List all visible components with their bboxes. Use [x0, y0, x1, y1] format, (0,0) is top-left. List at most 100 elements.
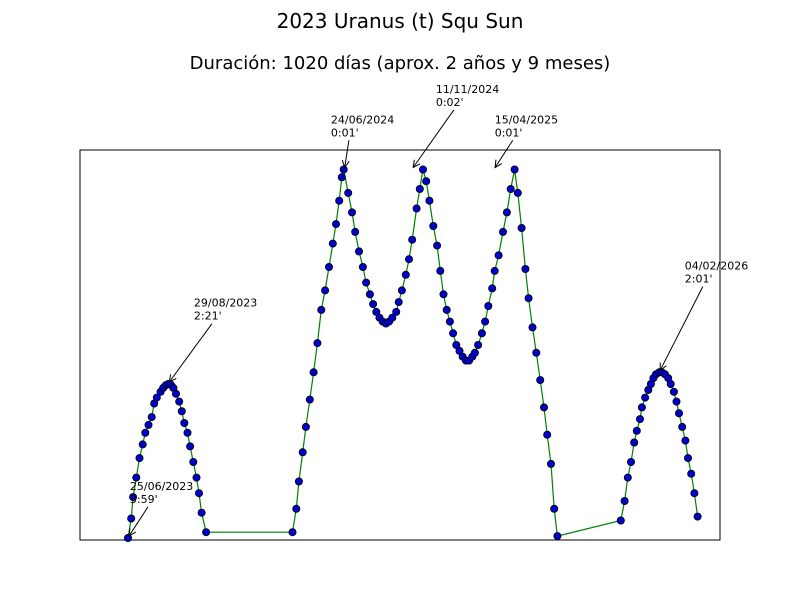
data-point-113 — [637, 403, 646, 412]
data-point-29 — [292, 504, 301, 513]
data-point-130 — [687, 469, 696, 478]
data-point-123 — [666, 379, 675, 388]
data-point-96 — [521, 264, 530, 273]
data-point-100 — [536, 376, 545, 385]
data-point-58 — [392, 307, 401, 316]
data-point-67 — [422, 177, 431, 186]
data-point-93 — [510, 165, 519, 174]
data-point-83 — [474, 340, 483, 349]
data-point-66 — [418, 165, 427, 174]
data-point-57 — [388, 313, 397, 322]
annotation-time: 2:01' — [685, 273, 713, 286]
annotation-time: 2:21' — [194, 310, 222, 323]
data-point-75 — [449, 329, 458, 338]
data-point-110 — [630, 438, 639, 447]
annotation-arrowhead — [494, 159, 503, 169]
plot-frame — [79, 149, 721, 541]
data-point-43 — [339, 165, 348, 174]
data-point-20 — [180, 418, 189, 427]
data-point-36 — [317, 305, 326, 314]
annotation-date: 04/02/2026 — [685, 260, 748, 273]
data-point-125 — [672, 397, 681, 406]
annotation-date: 25/06/2023 — [130, 480, 193, 493]
data-point-59 — [394, 298, 403, 307]
data-point-32 — [301, 422, 310, 431]
data-point-24 — [192, 473, 201, 482]
annotation-arrowhead — [168, 374, 177, 383]
annotation-time: 0:02' — [436, 96, 464, 109]
data-point-107 — [620, 496, 629, 505]
data-point-71 — [436, 266, 445, 275]
data-point-65 — [415, 184, 424, 193]
data-point-3 — [132, 473, 141, 482]
annotation-arrowhead — [412, 159, 421, 169]
data-point-101 — [540, 403, 549, 412]
data-point-34 — [309, 368, 318, 377]
data-point-126 — [675, 409, 684, 418]
annotation-arrow — [412, 109, 455, 168]
data-point-49 — [362, 278, 371, 287]
data-point-23 — [189, 457, 198, 466]
series-line — [127, 169, 699, 539]
data-point-26 — [197, 508, 206, 517]
data-point-17 — [171, 389, 180, 398]
data-point-18 — [175, 397, 184, 406]
annotation-date: 29/08/2023 — [194, 297, 257, 310]
data-point-97 — [524, 294, 533, 303]
data-point-1 — [127, 514, 136, 523]
data-point-28 — [288, 528, 297, 537]
data-point-104 — [550, 504, 559, 513]
data-point-98 — [528, 323, 537, 332]
data-point-127 — [678, 422, 687, 431]
annotation-arrow — [344, 140, 350, 168]
data-point-106 — [616, 516, 625, 525]
annotation-date: 15/04/2025 — [495, 113, 558, 126]
data-point-84 — [477, 329, 486, 338]
data-point-21 — [183, 428, 192, 437]
annotation-arrowhead — [128, 528, 137, 537]
data-point-42 — [337, 173, 346, 182]
data-point-105 — [553, 532, 562, 541]
annotation-arrow — [659, 286, 704, 371]
data-point-63 — [408, 235, 417, 244]
data-point-68 — [425, 196, 434, 205]
data-point-64 — [412, 204, 421, 213]
data-point-85 — [481, 317, 490, 326]
data-point-60 — [397, 286, 406, 295]
data-point-89 — [494, 251, 503, 260]
data-point-124 — [669, 387, 678, 396]
data-point-2 — [129, 493, 138, 502]
annotation-arrow — [168, 323, 213, 383]
data-point-94 — [513, 188, 522, 197]
data-point-95 — [517, 223, 526, 232]
data-point-6 — [141, 428, 150, 437]
data-point-132 — [693, 512, 702, 521]
data-point-90 — [498, 227, 507, 236]
data-markers-group — [124, 165, 702, 543]
data-point-10 — [152, 393, 161, 402]
data-point-92 — [506, 184, 515, 193]
data-point-25 — [194, 489, 203, 498]
data-point-51 — [369, 300, 378, 309]
data-point-39 — [328, 239, 337, 248]
data-point-8 — [147, 413, 156, 422]
data-point-45 — [347, 208, 356, 217]
annotation-arrowhead — [341, 159, 350, 169]
data-point-112 — [636, 415, 645, 424]
data-point-73 — [442, 305, 451, 314]
data-point-7 — [144, 420, 153, 429]
data-point-103 — [547, 459, 556, 468]
data-point-30 — [294, 477, 303, 486]
annotation-time: 3:59' — [130, 493, 158, 506]
data-point-129 — [684, 454, 693, 463]
data-point-111 — [632, 426, 641, 435]
data-point-4 — [135, 454, 144, 463]
data-point-35 — [313, 339, 322, 348]
data-point-0 — [124, 534, 133, 543]
